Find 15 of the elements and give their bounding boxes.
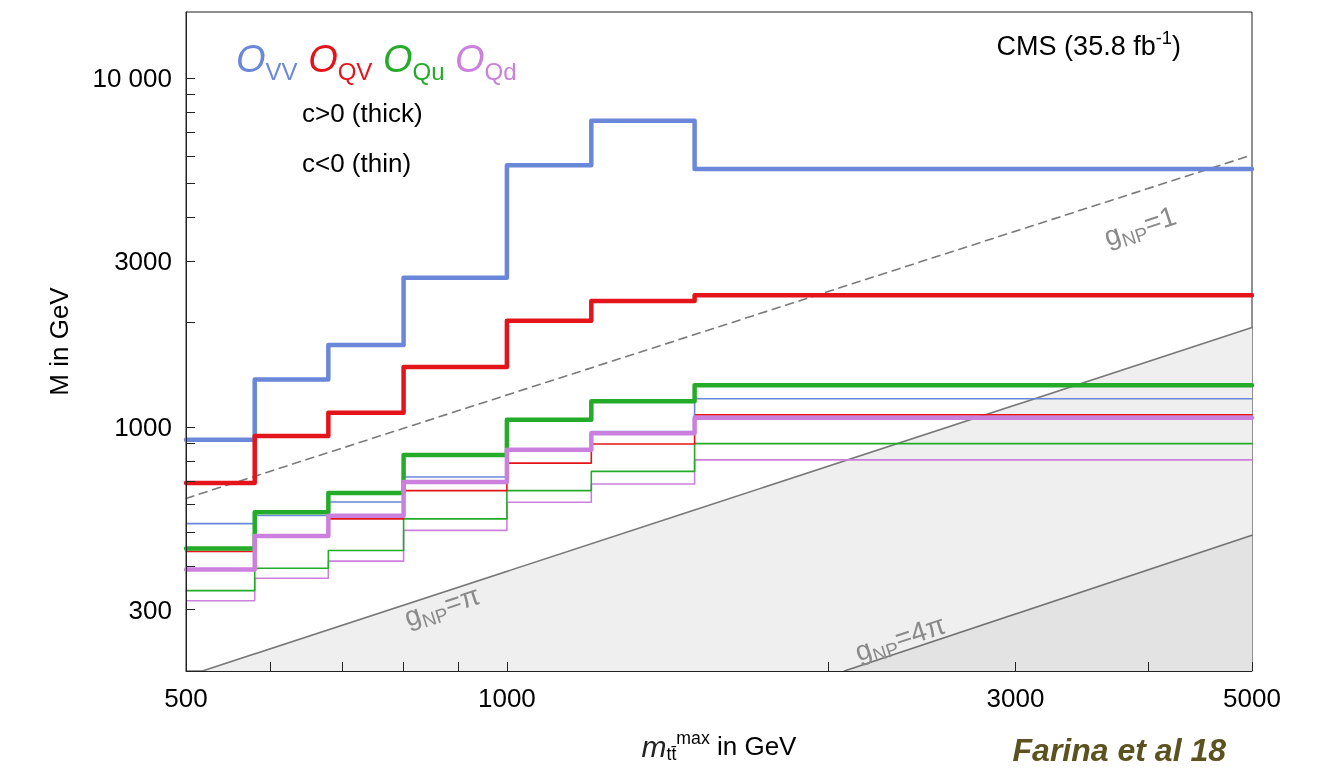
annotation: c>0 (thick) <box>302 98 423 128</box>
annotation: c<0 (thin) <box>302 148 412 178</box>
x-tick-label: 1000 <box>477 683 536 713</box>
text: Farina et al 18 <box>1012 732 1227 768</box>
annotation: gNP=π <box>400 579 484 633</box>
x-tick-label: 5000 <box>1223 683 1281 713</box>
y-axis-title: M in GeV <box>44 286 75 396</box>
y-tick-label: 10 000 <box>92 63 172 94</box>
y-tick-label: 1000 <box>114 412 172 443</box>
annotation: gNP=1 <box>1100 199 1180 253</box>
y-tick-label: 3000 <box>114 245 172 276</box>
x-tick-label: 3000 <box>986 683 1045 713</box>
x-tick-label: 500 <box>164 683 208 713</box>
annotation: gNP=4π <box>850 608 950 668</box>
y-tick-label: 300 <box>128 594 172 625</box>
